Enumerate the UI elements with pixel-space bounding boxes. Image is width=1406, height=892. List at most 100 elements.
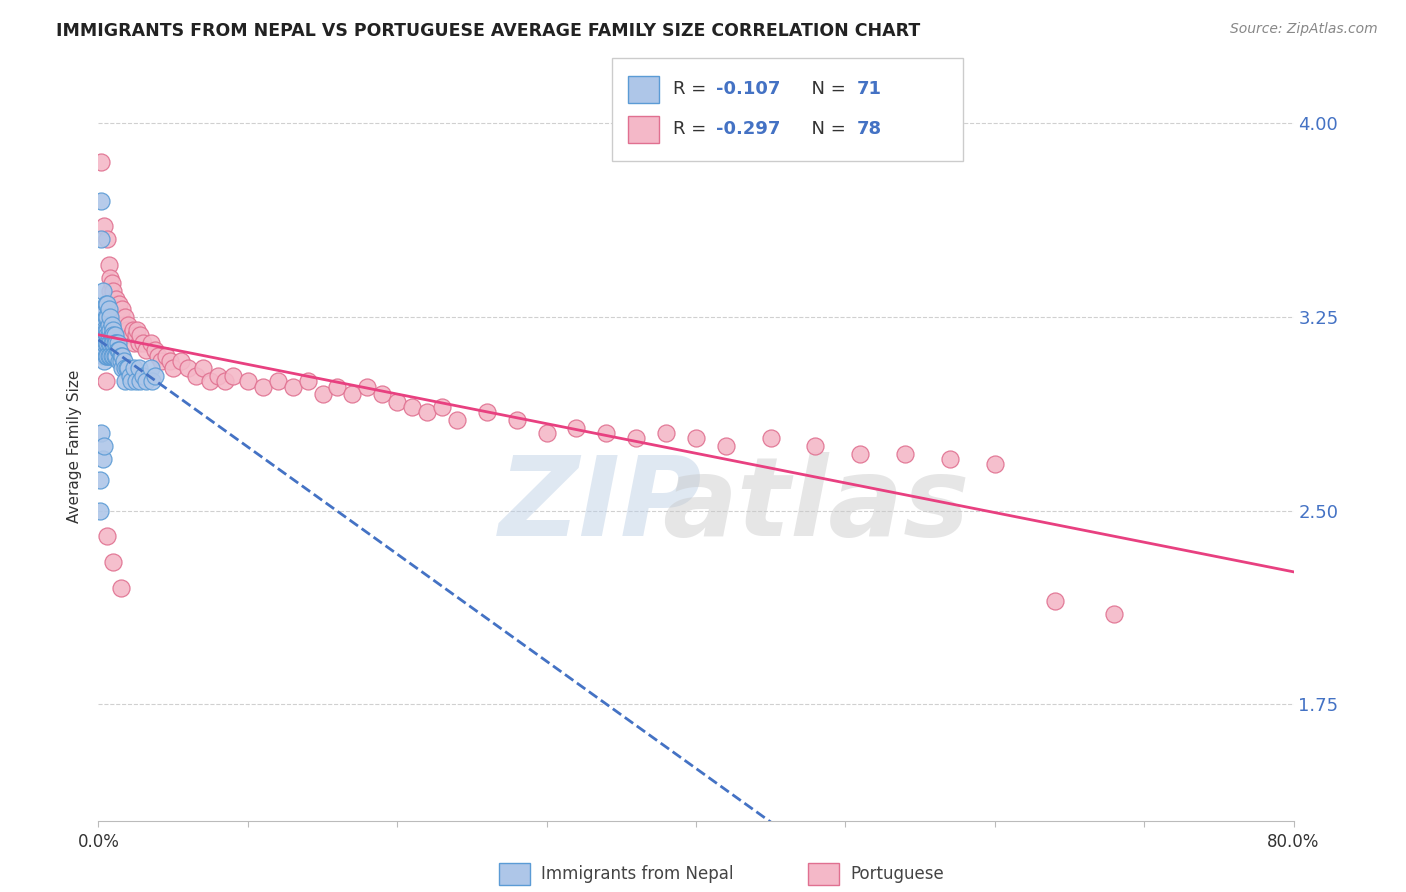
Point	[143, 369, 166, 384]
Text: ZIP: ZIP	[499, 452, 702, 559]
Point	[107, 343, 129, 358]
Point	[97, 349, 120, 363]
Point	[94, 375, 117, 389]
Point	[385, 395, 409, 409]
Text: 71: 71	[856, 80, 882, 98]
Point	[714, 439, 737, 453]
Point	[139, 361, 162, 376]
Point	[236, 375, 259, 389]
Point	[110, 353, 132, 368]
Point	[94, 349, 117, 363]
Point	[97, 301, 120, 316]
Point	[98, 310, 122, 324]
Point	[96, 323, 118, 337]
Point	[101, 318, 124, 332]
Point	[103, 335, 125, 350]
Point	[121, 323, 143, 337]
Point	[129, 327, 152, 342]
Point	[96, 297, 118, 311]
Point	[98, 271, 122, 285]
Point	[120, 375, 142, 389]
Point	[93, 323, 115, 337]
Text: Immigrants from Nepal: Immigrants from Nepal	[541, 865, 734, 883]
Point	[114, 375, 136, 389]
Point	[89, 473, 111, 487]
Point	[371, 387, 394, 401]
Point	[117, 318, 139, 332]
Point	[110, 581, 132, 595]
Point	[101, 335, 124, 350]
Point	[108, 343, 131, 358]
Point	[118, 369, 141, 384]
Point	[894, 447, 917, 461]
Point	[90, 232, 112, 246]
Point	[114, 310, 136, 324]
Point	[177, 361, 200, 376]
Point	[129, 375, 152, 389]
Point	[124, 361, 146, 376]
Point	[115, 361, 138, 376]
Point	[115, 323, 138, 337]
Point	[90, 194, 112, 208]
Point	[565, 421, 588, 435]
Point	[984, 457, 1007, 471]
Point	[97, 335, 120, 350]
Point	[108, 353, 131, 368]
Text: -0.107: -0.107	[716, 80, 780, 98]
Point	[93, 219, 115, 234]
Point	[311, 387, 333, 401]
Point	[191, 361, 214, 376]
Point	[104, 327, 127, 342]
Text: -0.297: -0.297	[716, 120, 780, 138]
Point	[111, 361, 134, 376]
Point	[401, 401, 423, 415]
Point	[506, 413, 529, 427]
Point	[111, 349, 134, 363]
Point	[98, 284, 122, 298]
Point	[281, 379, 304, 393]
Point	[91, 318, 114, 332]
Point	[214, 375, 236, 389]
Text: 78: 78	[856, 120, 882, 138]
Text: IMMIGRANTS FROM NEPAL VS PORTUGUESE AVERAGE FAMILY SIZE CORRELATION CHART: IMMIGRANTS FROM NEPAL VS PORTUGUESE AVER…	[56, 22, 921, 40]
Point	[107, 301, 129, 316]
Text: Source: ZipAtlas.com: Source: ZipAtlas.com	[1230, 22, 1378, 37]
Point	[107, 335, 129, 350]
Point	[94, 310, 117, 324]
Point	[93, 439, 115, 453]
Text: N =: N =	[800, 120, 852, 138]
Point	[595, 426, 617, 441]
Text: R =: R =	[673, 120, 713, 138]
Point	[1043, 594, 1066, 608]
Point	[267, 375, 290, 389]
Point	[132, 369, 155, 384]
Point	[97, 258, 120, 272]
Point	[96, 335, 118, 350]
Point	[93, 335, 115, 350]
Point	[125, 327, 148, 342]
Point	[804, 439, 827, 453]
Point	[103, 327, 125, 342]
Point	[124, 335, 146, 350]
Point	[94, 323, 117, 337]
Point	[89, 503, 111, 517]
Point	[104, 297, 127, 311]
Point	[155, 349, 177, 363]
Point	[96, 349, 118, 363]
Point	[91, 451, 114, 466]
Point	[430, 401, 453, 415]
Point	[114, 361, 136, 376]
Point	[939, 451, 962, 466]
Point	[94, 335, 117, 350]
Point	[252, 379, 274, 393]
Point	[475, 405, 498, 419]
Point	[1104, 607, 1126, 621]
Point	[626, 431, 648, 445]
Point	[103, 284, 125, 298]
Point	[108, 297, 131, 311]
Point	[110, 310, 132, 324]
Point	[96, 327, 118, 342]
Point	[101, 327, 124, 342]
Point	[101, 277, 124, 291]
Point	[96, 529, 118, 543]
